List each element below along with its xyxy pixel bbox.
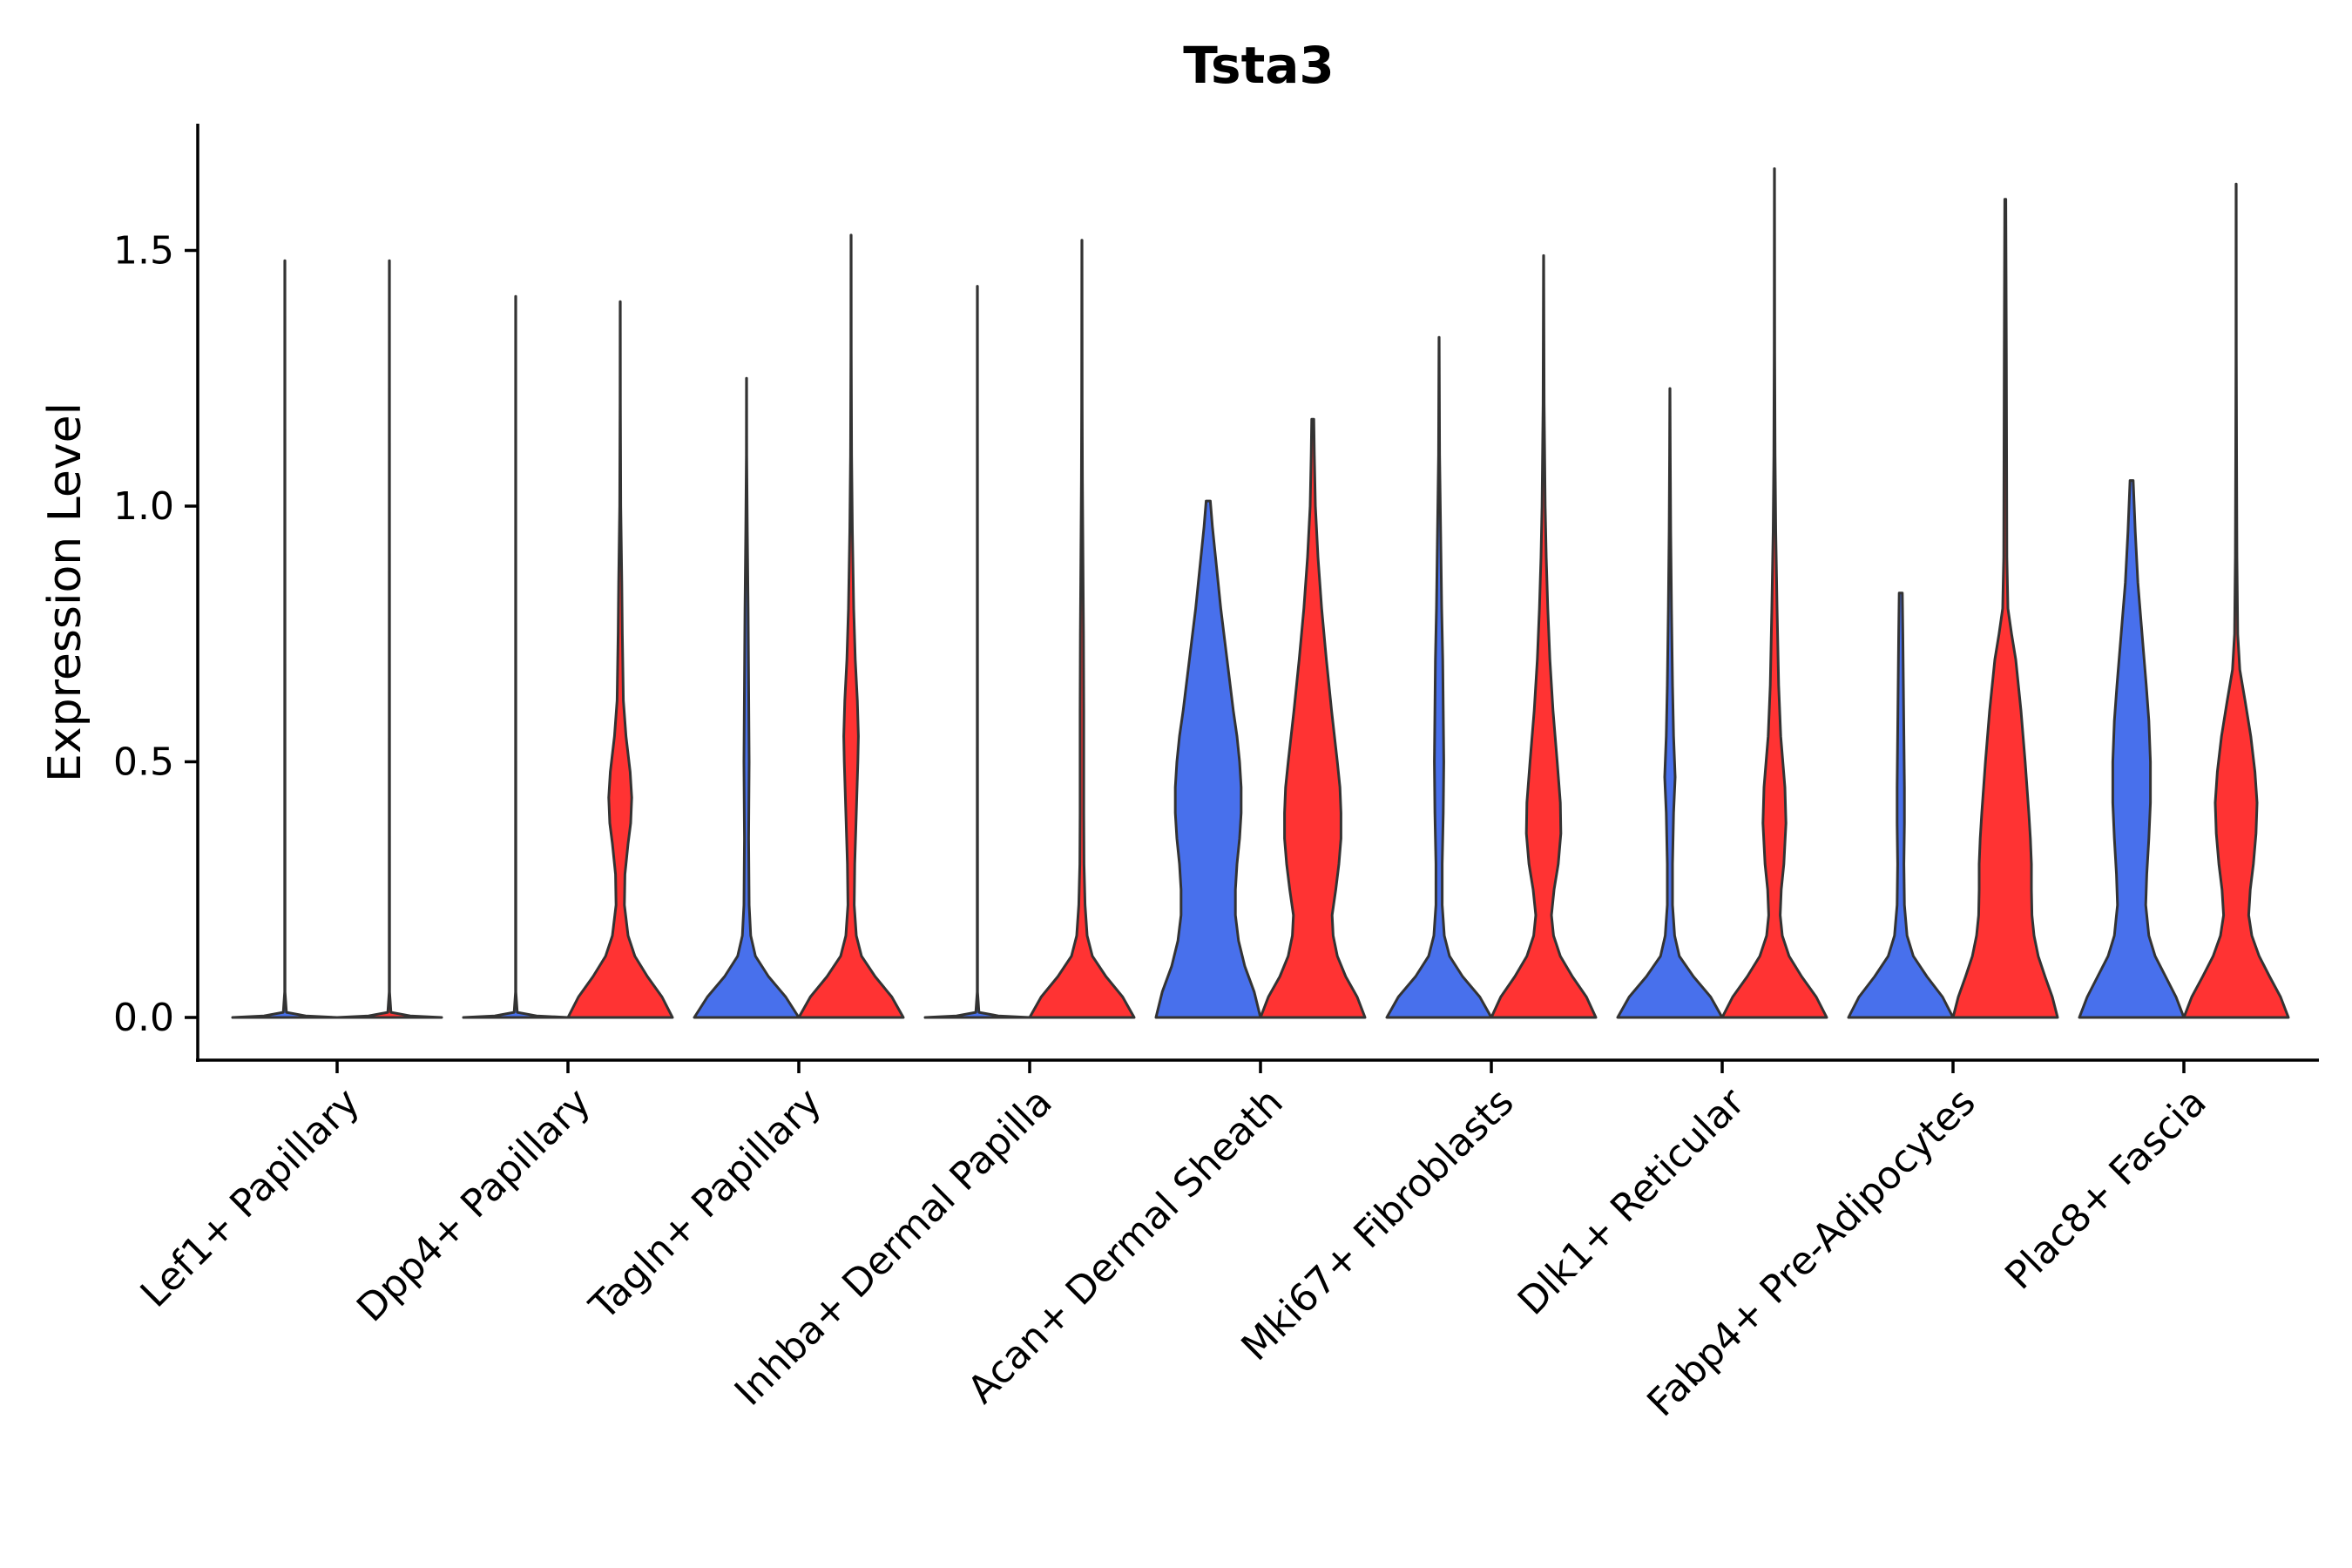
y-tick-label: 0.5 [113,740,174,785]
violin-right-plac8-fascia [2182,182,2290,1019]
violin-right-tagln-papillary [797,233,905,1019]
violin-right-acan-dermal-sheath [1259,417,1367,1019]
chart-title: Tsta3 [1183,36,1335,95]
violin-right-dpp4-papillary [566,300,674,1019]
violin-left-plac8-fascia [2078,479,2186,1019]
y-ticks: 0.0 0.5 1.0 1.5 [113,229,198,1040]
y-axis-label: Expression Level [39,402,91,782]
violin-right-inhba-dermal-papilla [1028,239,1136,1019]
violin-left-acan-dermal-sheath [1154,499,1262,1019]
violin-left-fabp4-pre-adipocytes [1847,591,1955,1019]
y-tick-label: 1.0 [113,484,174,529]
violin-left-inhba-dermal-papilla [923,285,1031,1019]
violin-right-lef1-papillary [335,259,443,1019]
x-tick-label-dpp4-papillary: Dpp4+ Papillary [348,1080,599,1331]
axes-layer [196,124,2319,1062]
violin-right-mki67-fibroblasts [1490,253,1598,1019]
x-tick-label-plac8-fascia: Plac8+ Fascia [1997,1080,2215,1299]
violin-right-fabp4-pre-adipocytes [1951,198,2059,1019]
violin-left-dpp4-papillary [462,294,570,1019]
x-tick-label-tagln-papillary: Tagln+ Papillary [581,1080,830,1329]
violin-layer [231,167,2290,1019]
y-tick-label: 0.0 [113,996,174,1040]
violin-left-tagln-papillary [693,376,801,1019]
violin-right-dlk1-reticular [1720,167,1828,1019]
x-tick-label-dlk1-reticular: Dlk1+ Reticular [1510,1079,1754,1324]
violin-left-lef1-papillary [231,259,339,1019]
y-tick-label: 1.5 [113,229,174,274]
x-tick-label-lef1-papillary: Lef1+ Papillary [132,1080,368,1316]
violin-left-dlk1-reticular [1616,387,1724,1019]
violin-left-mki67-fibroblasts [1385,335,1493,1019]
